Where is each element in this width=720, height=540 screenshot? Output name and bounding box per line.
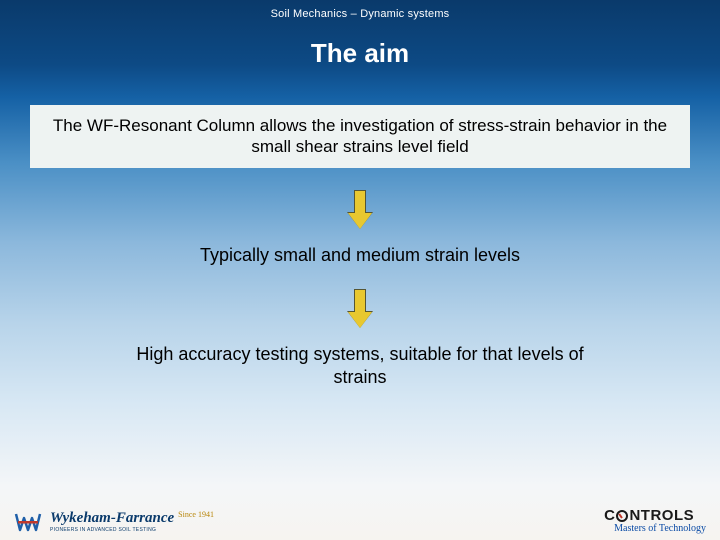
arrow-1 <box>0 190 720 230</box>
gauge-o-icon <box>616 510 628 522</box>
down-arrow-icon <box>348 289 372 329</box>
page-title: The aim <box>0 38 720 69</box>
wf-tagline: PIONEERS IN ADVANCED SOIL TESTING <box>50 528 214 533</box>
wf-mark-icon <box>14 510 44 534</box>
logo-controls: C NTROLS Masters of Technology <box>604 508 706 534</box>
wf-since: Since 1941 <box>178 511 214 519</box>
controls-name: C NTROLS <box>604 508 694 523</box>
controls-post: NTROLS <box>629 508 694 523</box>
controls-pre: C <box>604 508 615 523</box>
arrow-2 <box>0 289 720 329</box>
callout-box: The WF-Resonant Column allows the invest… <box>30 105 690 168</box>
logo-wykeham-farrance: Wykeham-Farrance Since 1941 PIONEERS IN … <box>14 510 214 534</box>
wf-name: Wykeham-Farrance <box>50 511 174 526</box>
body-line-2: High accuracy testing systems, suitable … <box>0 343 720 390</box>
down-arrow-icon <box>348 190 372 230</box>
footer: Wykeham-Farrance Since 1941 PIONEERS IN … <box>0 508 720 534</box>
controls-tagline: Masters of Technology <box>614 524 706 534</box>
breadcrumb: Soil Mechanics – Dynamic systems <box>0 0 720 20</box>
body-line-1: Typically small and medium strain levels <box>0 244 720 267</box>
